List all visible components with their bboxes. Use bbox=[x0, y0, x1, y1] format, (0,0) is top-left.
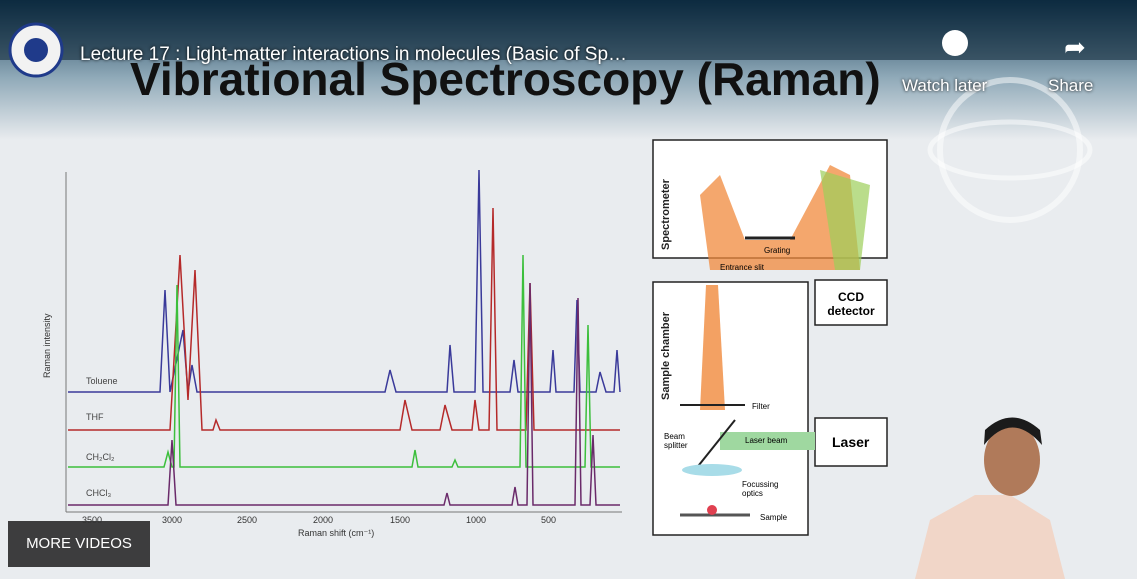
x-tick-label: 3500 bbox=[82, 515, 103, 525]
spectrometer-label: Spectrometer bbox=[660, 179, 672, 250]
laser-label: Laser bbox=[832, 434, 870, 450]
trace-label: CHCl₃ bbox=[86, 488, 112, 498]
trace-label: THF bbox=[86, 412, 104, 422]
ccd-label: CCD detector bbox=[827, 290, 875, 318]
watch-later[interactable]: Watch later bbox=[902, 76, 988, 95]
laser-beam-label: Laser beam bbox=[745, 436, 788, 445]
x-tick-label: 3000 bbox=[162, 515, 183, 525]
sample-label: Sample bbox=[760, 513, 788, 522]
watch-later-icon[interactable] bbox=[942, 30, 968, 56]
x-tick-label: 2000 bbox=[313, 515, 334, 525]
trace-label: CH₂Cl₂ bbox=[86, 452, 115, 462]
share[interactable]: Share bbox=[1048, 76, 1094, 95]
x-tick-label: 1500 bbox=[390, 515, 411, 525]
x-tick-label: 2500 bbox=[237, 515, 258, 525]
grating-label: Grating bbox=[764, 246, 791, 255]
trace-label: Toluene bbox=[86, 376, 118, 386]
video-title[interactable]: Lecture 17 : Light-matter interactions i… bbox=[80, 44, 628, 65]
focussing-optics-label: Focussing optics bbox=[742, 480, 779, 498]
x-axis-label: Raman shift (cm⁻¹) bbox=[298, 528, 375, 538]
sample-chamber-label: Sample chamber bbox=[660, 311, 672, 400]
x-tick-label: 1000 bbox=[466, 515, 487, 525]
more-videos-button[interactable]: MORE VIDEOS bbox=[8, 521, 150, 567]
y-axis-label: Raman intensity bbox=[42, 313, 52, 378]
share-icon[interactable]: ➦ bbox=[1064, 32, 1086, 62]
slide-title: Vibrational Spectroscopy (Raman) bbox=[130, 53, 881, 105]
entrance-slit-label: Entrance slit bbox=[720, 263, 765, 272]
x-tick-label: 500 bbox=[541, 515, 557, 525]
filter-label: Filter bbox=[752, 402, 770, 411]
beam-splitter-label: Beam splitter bbox=[664, 432, 688, 450]
